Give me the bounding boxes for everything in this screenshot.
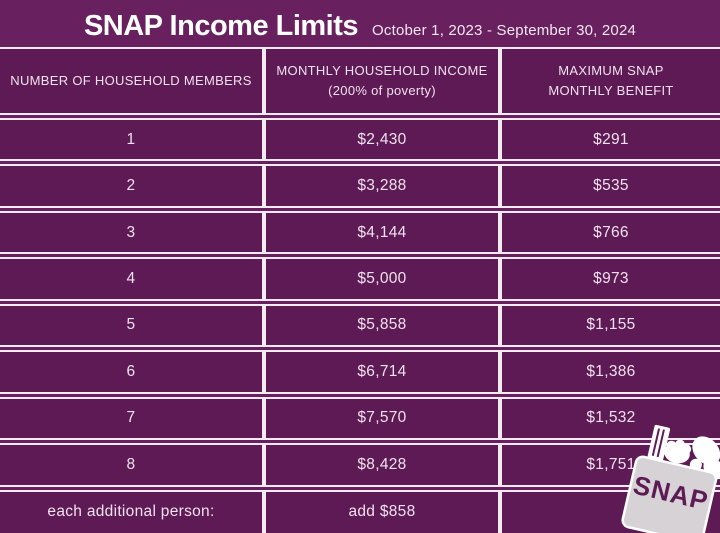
income-cell: $6,714 (264, 350, 500, 394)
benefit-cell: $1,532 (500, 396, 720, 441)
household-members-cell: 5 (0, 303, 264, 348)
income-cell: $7,570 (264, 396, 500, 441)
household-members-cell: 3 (0, 210, 264, 255)
household-members-cell: 1 (0, 118, 264, 162)
income-cell: $8,428 (264, 443, 500, 487)
income-cell: $4,144 (264, 210, 500, 255)
household-members-cell: 2 (0, 164, 264, 208)
benefit-cell: $1,751 (500, 443, 720, 487)
income-cell: $3,288 (264, 164, 500, 208)
header-max-benefit: MAXIMUM SNAP MONTHLY BENEFIT (500, 47, 720, 115)
household-members-cell: 6 (0, 350, 264, 394)
income-cell: $5,000 (264, 257, 500, 301)
benefit-cell: $973 (500, 257, 720, 301)
income-cell: $2,430 (264, 118, 500, 162)
income-limits-table: NUMBER OF HOUSEHOLD MEMBERS MONTHLY HOUS… (0, 47, 720, 533)
additional-person-label: each additional person: (0, 489, 264, 533)
empty-cell (500, 489, 720, 533)
date-range: October 1, 2023 - September 30, 2024 (372, 22, 637, 39)
benefit-cell: $291 (500, 118, 720, 162)
page-title: SNAP Income Limits (83, 10, 359, 42)
income-cell: $5,858 (264, 303, 500, 348)
household-members-cell: 4 (0, 257, 264, 301)
additional-person-amount: add $858 (264, 489, 500, 533)
benefit-cell: $766 (500, 210, 720, 255)
household-members-cell: 8 (0, 443, 264, 487)
benefit-cell: $1,155 (500, 303, 720, 348)
benefit-cell: $535 (500, 164, 720, 208)
benefit-cell: $1,386 (500, 350, 720, 394)
household-members-cell: 7 (0, 396, 264, 441)
header-household-members: NUMBER OF HOUSEHOLD MEMBERS (0, 47, 264, 115)
header-monthly-income: MONTHLY HOUSEHOLD INCOME (200% of povert… (264, 47, 500, 115)
title-bar: SNAP Income Limits October 1, 2023 - Sep… (0, 0, 720, 47)
